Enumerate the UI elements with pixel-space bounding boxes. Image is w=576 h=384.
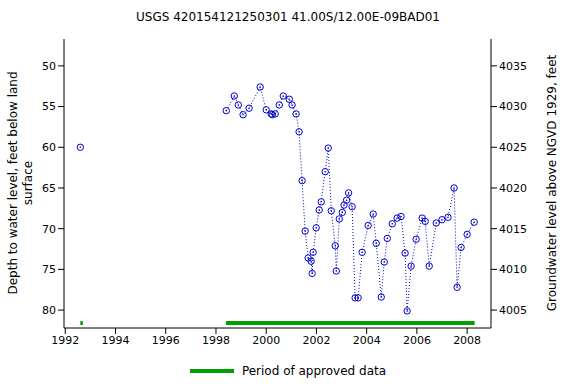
svg-text:4035: 4035	[499, 60, 527, 73]
html-text:Groundwater level above NGVD 1: Groundwater level above NGVD 1929, feet	[545, 54, 559, 312]
svg-text:4030: 4030	[499, 100, 527, 113]
svg-text:4010: 4010	[499, 263, 527, 276]
svg-text:2000: 2000	[252, 334, 280, 347]
svg-text:80: 80	[42, 304, 56, 317]
svg-text:50: 50	[42, 60, 56, 73]
svg-text:4025: 4025	[499, 141, 527, 154]
html-text:Period of approved data: Period of approved data	[241, 364, 387, 378]
svg-text:2008: 2008	[453, 334, 481, 347]
svg-text:70: 70	[42, 223, 56, 236]
svg-text:1996: 1996	[152, 334, 180, 347]
svg-text:75: 75	[42, 263, 56, 276]
svg-text:4005: 4005	[499, 304, 527, 317]
svg-text:60: 60	[42, 141, 56, 154]
svg-text:55: 55	[42, 100, 56, 113]
svg-text:1992: 1992	[51, 334, 79, 347]
svg-text:1994: 1994	[101, 334, 129, 347]
html-text:USGS 420154121250301 41.00S/12: USGS 420154121250301 41.00S/12.00E-09BAD…	[136, 10, 440, 24]
svg-text:4020: 4020	[499, 182, 527, 195]
svg-text:4015: 4015	[499, 223, 527, 236]
svg-text:1998: 1998	[202, 334, 230, 347]
svg-text:65: 65	[42, 182, 56, 195]
html-text:Depth to water level, feet bel: Depth to water level, feet below land su…	[6, 71, 35, 295]
svg-text:2004: 2004	[353, 334, 381, 347]
svg-text:2006: 2006	[403, 334, 431, 347]
svg-text:2002: 2002	[302, 334, 330, 347]
